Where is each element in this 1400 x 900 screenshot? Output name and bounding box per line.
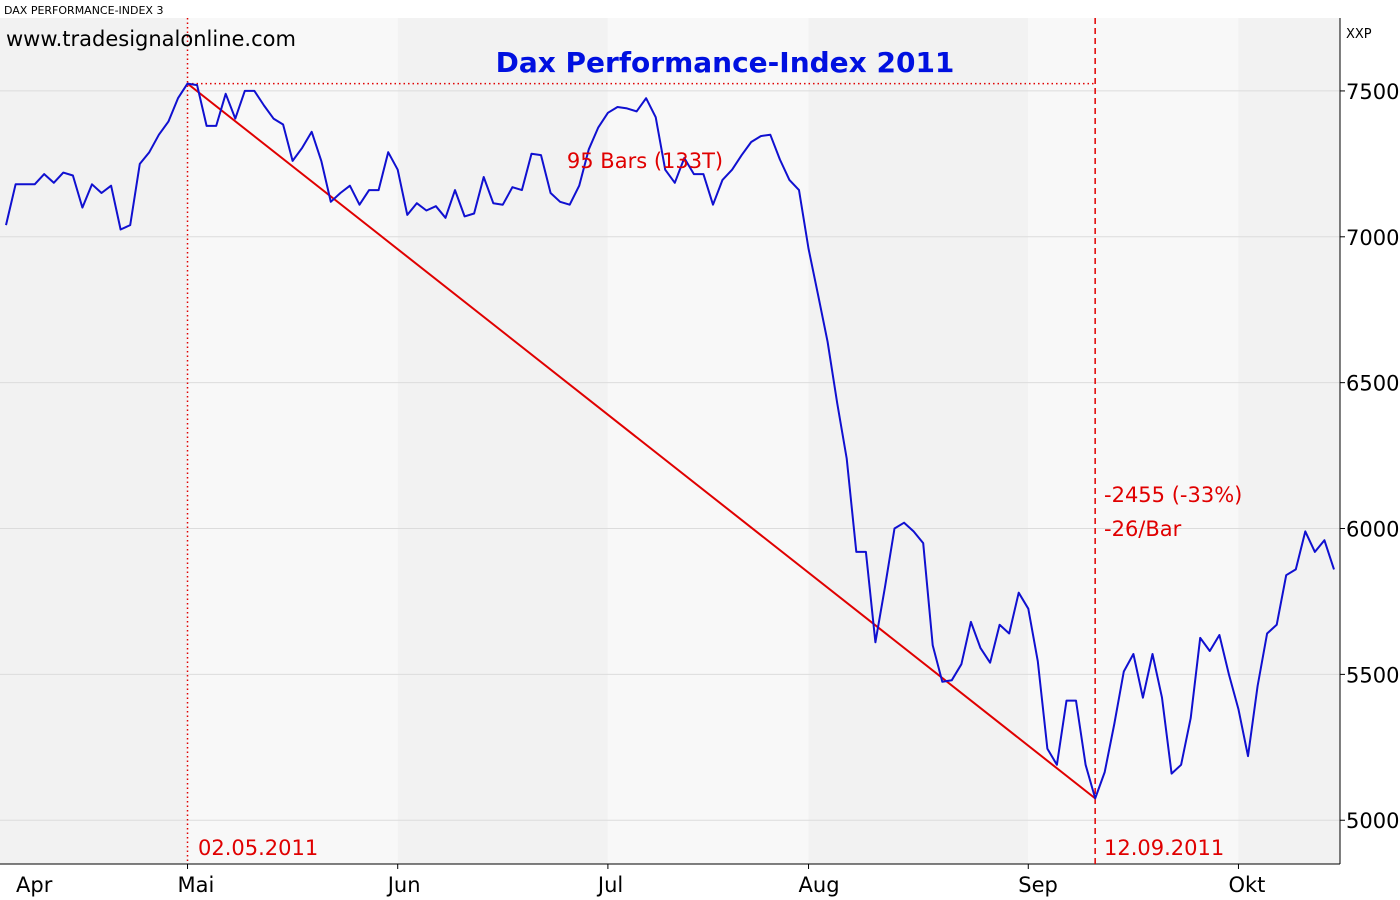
- start-date-annotation: 02.05.2011: [198, 836, 318, 860]
- gridlines: [0, 90, 1340, 821]
- x-tick-label: Jul: [596, 873, 623, 897]
- month-band: [607, 18, 809, 864]
- month-band: [397, 18, 608, 864]
- price-line: [5, 82, 1335, 800]
- month-band: [0, 18, 188, 864]
- change-annotation: -2455 (-33%): [1104, 483, 1242, 507]
- month-bands: [0, 18, 1340, 864]
- x-tick-label: Jun: [386, 873, 421, 897]
- chart-title: Dax Performance-Index 2011: [496, 46, 955, 79]
- y-tick-label: 6000: [1346, 518, 1399, 542]
- y-axis: 5000 5500 6000 6500 7000 7500: [1339, 18, 1399, 864]
- series-layer: [5, 82, 1335, 800]
- x-tick-label: Mai: [178, 873, 215, 897]
- bars-annotation: 95 Bars (133T): [567, 149, 723, 173]
- y-tick-label: 7000: [1346, 226, 1399, 250]
- month-band: [187, 18, 398, 864]
- unit-label: XXP: [1346, 27, 1372, 42]
- trendline: [186, 82, 1096, 800]
- y-tick-label: 5500: [1346, 663, 1399, 687]
- y-tick-label: 5000: [1346, 809, 1399, 833]
- guide-lines: [186, 18, 1096, 864]
- x-tick-label: Okt: [1228, 873, 1265, 897]
- end-date-annotation: 12.09.2011: [1104, 836, 1224, 860]
- y-tick-label: 6500: [1346, 372, 1399, 396]
- month-band: [808, 18, 1029, 864]
- y-tick-label: 7500: [1346, 80, 1399, 104]
- x-axis: Apr Mai Jun Jul Aug Sep Okt: [0, 863, 1340, 897]
- website-label: www.tradesignalonline.com: [6, 27, 296, 51]
- x-tick-label: Aug: [799, 873, 840, 897]
- rate-annotation: -26/Bar: [1104, 517, 1182, 541]
- instrument-label: DAX PERFORMANCE-INDEX 3: [4, 4, 163, 17]
- month-band: [1238, 18, 1340, 864]
- x-tick-label: Apr: [16, 873, 53, 897]
- x-tick-label: Sep: [1018, 873, 1058, 897]
- month-band: [1028, 18, 1239, 864]
